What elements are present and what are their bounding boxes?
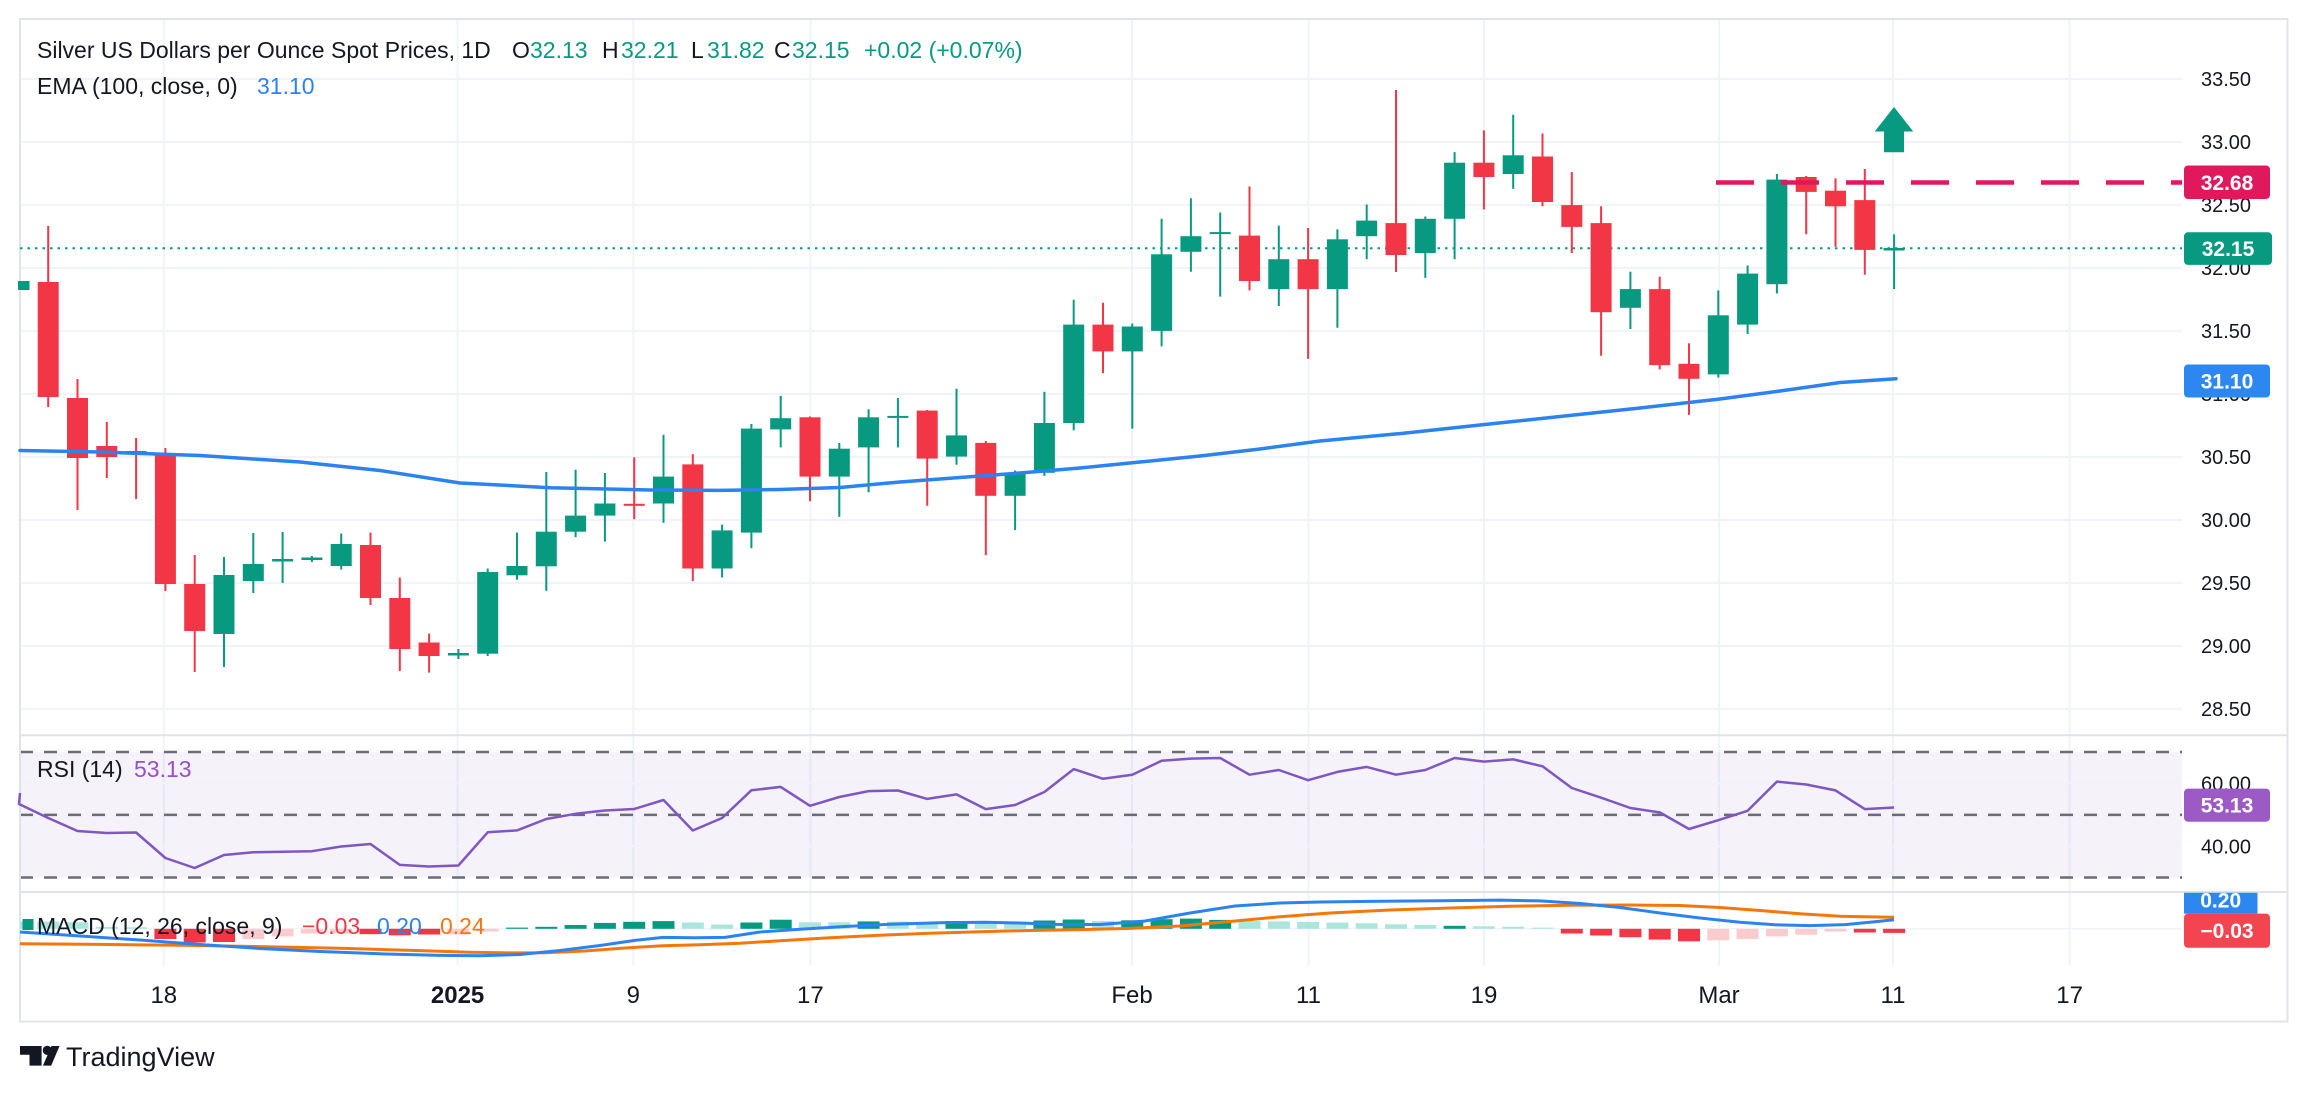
svg-text:−0.03: −0.03 [2200, 920, 2253, 943]
svg-text:Mar: Mar [1698, 982, 1739, 1009]
svg-text:EMA (100, close, 0): EMA (100, close, 0) [37, 73, 238, 99]
svg-text:32.68: 32.68 [2201, 172, 2254, 195]
svg-text:32.21: 32.21 [621, 37, 679, 63]
svg-text:Feb: Feb [1111, 982, 1152, 1009]
svg-text:33.50: 33.50 [2201, 69, 2251, 91]
svg-text:32.15: 32.15 [792, 37, 850, 63]
svg-text:RSI (14): RSI (14) [37, 756, 123, 782]
svg-text:30.50: 30.50 [2201, 447, 2251, 469]
svg-text:11: 11 [1881, 982, 1906, 1009]
svg-text:−0.03: −0.03 [302, 913, 360, 939]
svg-text:32.13: 32.13 [530, 37, 588, 63]
svg-text:29.00: 29.00 [2201, 636, 2251, 658]
svg-text:Silver US Dollars per Ounce Sp: Silver US Dollars per Ounce Spot Prices,… [37, 37, 491, 63]
svg-text:C: C [774, 37, 791, 63]
svg-text:31.82: 31.82 [707, 37, 765, 63]
svg-text:H: H [602, 37, 619, 63]
svg-text:31.50: 31.50 [2201, 321, 2251, 343]
svg-text:29.50: 29.50 [2201, 573, 2251, 595]
svg-text:32.50: 32.50 [2201, 195, 2251, 217]
svg-text:TradingView: TradingView [66, 1042, 215, 1072]
svg-text:18: 18 [150, 982, 177, 1009]
svg-text:9: 9 [627, 982, 640, 1009]
svg-text:L: L [691, 37, 704, 63]
svg-text:0.24: 0.24 [440, 913, 485, 939]
svg-text:31.10: 31.10 [257, 73, 315, 99]
svg-text:33.00: 33.00 [2201, 132, 2251, 154]
svg-text:0.20: 0.20 [2200, 890, 2241, 913]
svg-text:40.00: 40.00 [2201, 836, 2251, 858]
svg-text:2025: 2025 [431, 982, 484, 1009]
svg-text:17: 17 [2056, 982, 2083, 1009]
svg-text:MACD (12, 26, close, 9): MACD (12, 26, close, 9) [37, 913, 282, 939]
svg-text:0.20: 0.20 [377, 913, 422, 939]
svg-text:31.10: 31.10 [2201, 371, 2254, 394]
svg-text:32.15: 32.15 [2202, 238, 2255, 261]
svg-text:19: 19 [1471, 982, 1498, 1009]
svg-text:+0.02 (+0.07%): +0.02 (+0.07%) [864, 37, 1023, 63]
svg-text:30.00: 30.00 [2201, 510, 2251, 532]
svg-text:53.13: 53.13 [2201, 795, 2254, 818]
svg-text:28.50: 28.50 [2201, 699, 2251, 721]
svg-text:53.13: 53.13 [134, 756, 192, 782]
svg-text:17: 17 [797, 982, 824, 1009]
svg-text:O: O [512, 37, 530, 63]
svg-text:11: 11 [1296, 982, 1321, 1009]
